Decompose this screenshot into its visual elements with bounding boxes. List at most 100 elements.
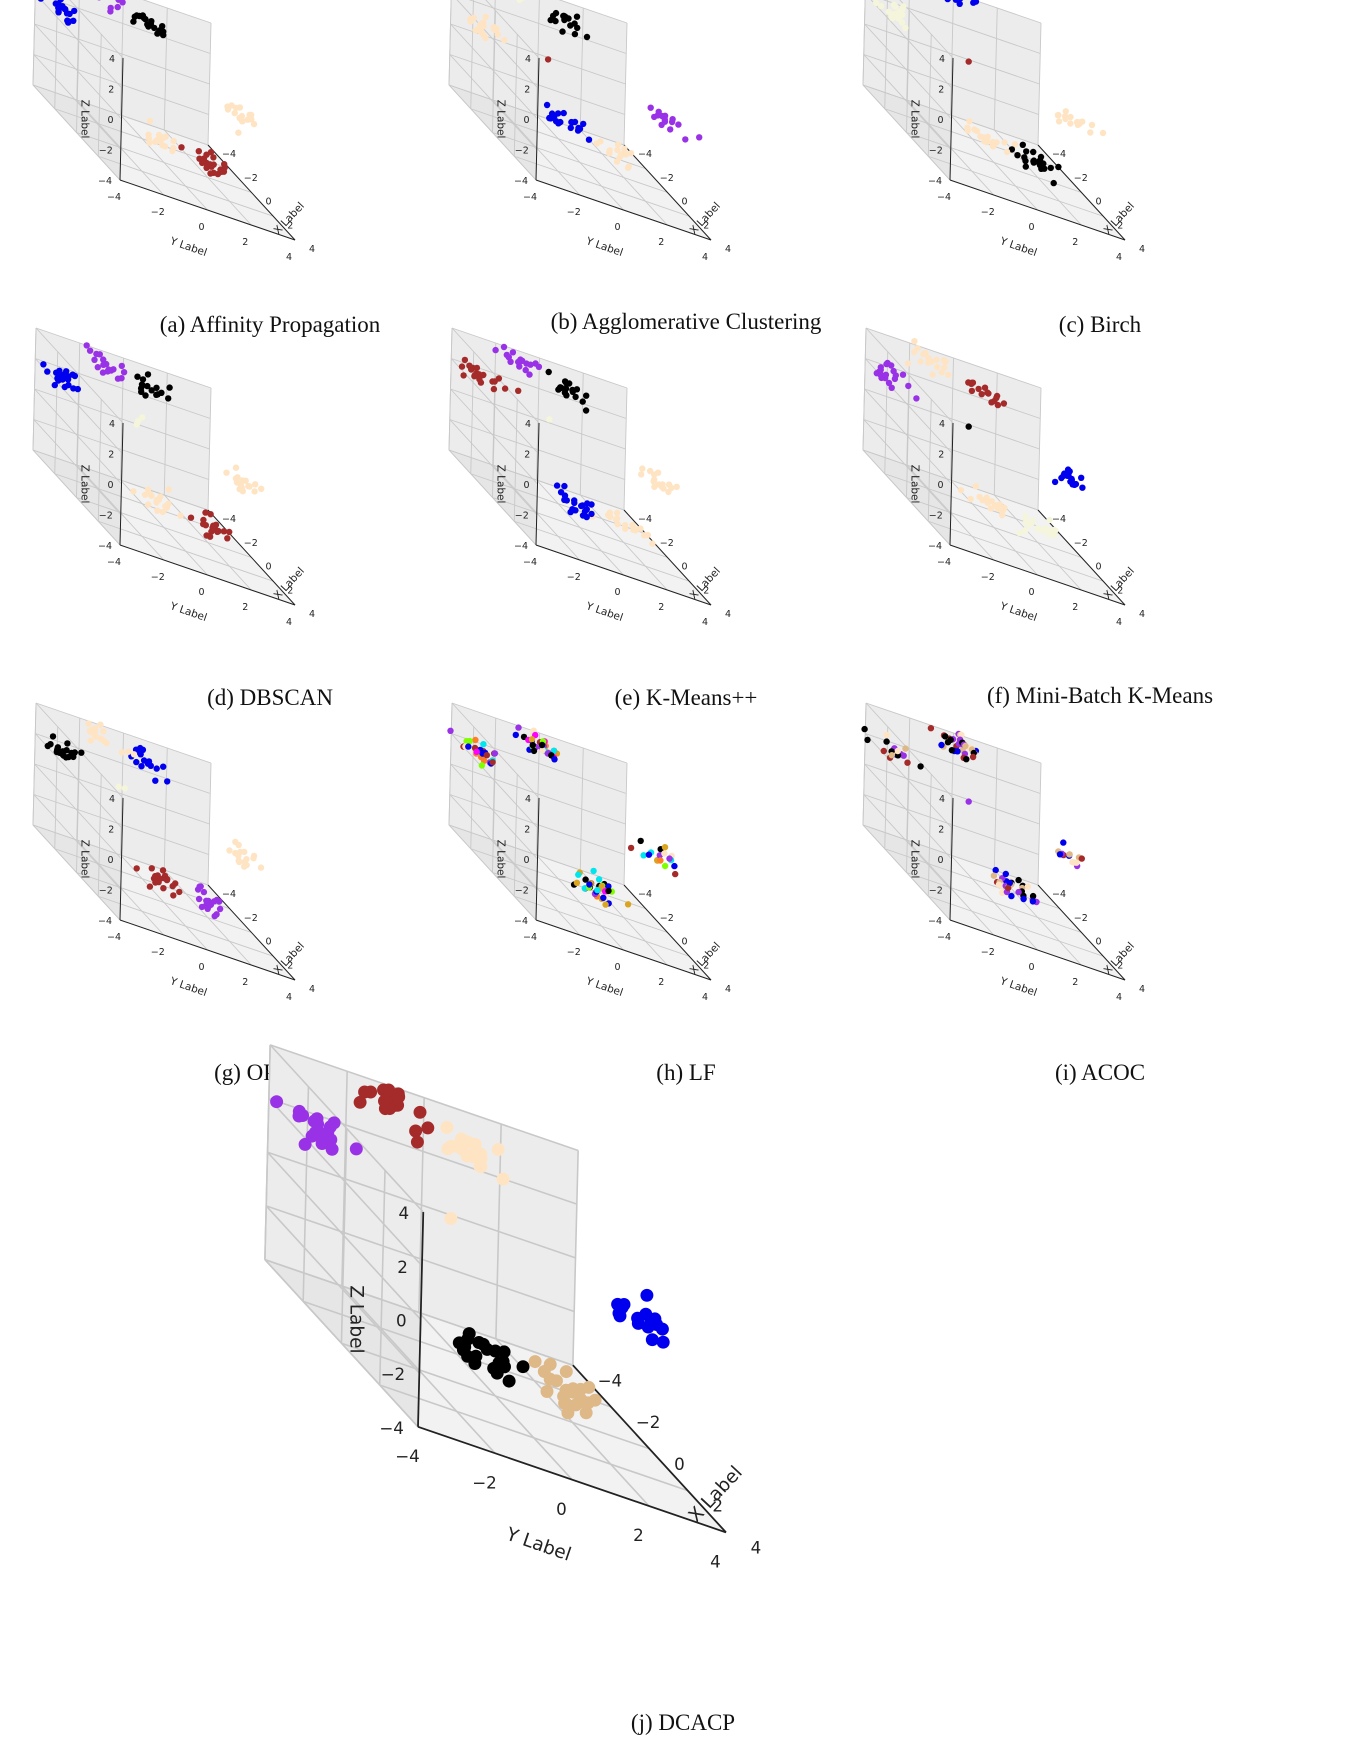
data-point (178, 144, 185, 151)
grid-line (34, 23, 210, 85)
data-point (613, 516, 620, 523)
x-tick-label: 0 (1096, 562, 1102, 573)
x-tick-label: 4 (725, 984, 731, 995)
caption-j: (j) DCACP (630, 1710, 736, 1735)
z-tick-label: −2 (99, 511, 113, 522)
subplot-f: −4 −4 −4 −2 −2 −2 0 0 0 2 2 2 4 4 4 Y Label X Label Z Lab… (862, 327, 1300, 720)
y-axis-label: Y Label (998, 975, 1039, 999)
data-point (61, 383, 68, 391)
subplot-g: −4 −4 −4 −2 −2 −2 0 0 0 2 2 2 4 4 4 Y Label X Label Z Lab… (32, 702, 470, 1095)
data-point (187, 514, 195, 521)
data-point (1022, 527, 1029, 534)
data-point (1001, 139, 1008, 146)
data-point (235, 129, 242, 136)
data-point (638, 471, 645, 478)
data-point (673, 483, 680, 490)
z-tick-label: −4 (928, 176, 942, 187)
y-tick-label: −4 (937, 932, 951, 943)
data-point (933, 363, 941, 371)
data-point (213, 911, 220, 918)
data-point (440, 1120, 454, 1134)
z-tick-label: −4 (98, 176, 112, 187)
grid-line (1037, 762, 1042, 886)
data-point (134, 417, 142, 425)
grid-line (865, 702, 954, 799)
x-axis-label: X Label (685, 1462, 747, 1526)
data-point (494, 31, 501, 38)
data-point (100, 356, 107, 363)
subplot-d: −4 −4 −4 −2 −2 −2 0 0 0 2 2 2 4 4 4 Y Label X Label Z Lab… (32, 327, 470, 720)
y-tick-label: −2 (981, 947, 995, 958)
data-point (1067, 113, 1074, 121)
data-point (682, 136, 689, 143)
data-point (861, 725, 868, 733)
grid-line (378, 1170, 386, 1386)
z-axis-line (949, 422, 954, 546)
data-point (165, 486, 172, 493)
grid-line (468, 0, 627, 54)
y-axis-label: Y Label (168, 600, 209, 624)
y-axis-label: Y Label (998, 600, 1039, 624)
data-point (607, 513, 614, 521)
data-point (582, 876, 589, 883)
data-point (1073, 859, 1080, 866)
data-point (913, 395, 920, 402)
data-point (252, 481, 259, 488)
subplot-b: −4 −4 −4 −2 −2 −2 0 0 0 2 2 2 4 4 4 Y Label X Label Z Lab… (448, 0, 886, 345)
data-point (467, 15, 474, 23)
data-point (214, 528, 221, 535)
data-point (567, 508, 574, 516)
grid-line (927, 399, 932, 522)
data-point (885, 8, 892, 15)
data-point (516, 1360, 530, 1374)
data-point (888, 384, 895, 391)
data-point (938, 741, 945, 749)
data-point (614, 146, 621, 154)
y-tick-label: 2 (1072, 977, 1078, 988)
data-point (1045, 531, 1052, 538)
y-tick-label: −4 (523, 557, 537, 568)
grid-line (993, 494, 1082, 591)
y-tick-label: 2 (242, 977, 248, 988)
z-tick-label: 4 (525, 794, 531, 805)
data-point (864, 736, 871, 744)
x-tick-label: 2 (287, 585, 293, 596)
y-tick-label: 4 (1116, 252, 1122, 263)
data-point (938, 369, 945, 376)
data-point (152, 872, 159, 880)
data-point (145, 501, 152, 508)
data-point (967, 495, 974, 503)
y-tick-label: 0 (614, 962, 620, 973)
y-tick-label: 0 (1028, 962, 1034, 973)
data-point (904, 360, 912, 367)
caption-h: (h) LF (656, 1060, 716, 1085)
data-point (148, 865, 155, 872)
data-point (958, 731, 965, 738)
z-axis-label: Z Label (79, 100, 91, 139)
data-point (590, 867, 597, 875)
data-point (1058, 474, 1065, 482)
y-tick-label: 2 (242, 237, 248, 248)
data-point (1034, 526, 1041, 533)
y-tick-label: 4 (286, 617, 292, 628)
grid-line (972, 0, 1042, 24)
data-point (651, 471, 658, 478)
data-point (107, 4, 114, 12)
grid-line (418, 1311, 573, 1481)
data-point (516, 363, 523, 370)
x-axis-line (572, 1364, 727, 1533)
grid-line (950, 479, 1038, 576)
data-point (1006, 879, 1013, 887)
y-tick-label: 2 (242, 602, 248, 613)
data-point (91, 356, 98, 363)
data-point (477, 28, 484, 35)
z-tick-label: 4 (939, 794, 945, 805)
data-point (114, 3, 121, 11)
data-point (491, 378, 498, 385)
data-point (672, 870, 679, 878)
y-tick-label: 0 (198, 962, 204, 973)
grid-line (268, 1098, 423, 1267)
subplot-j: −4 −4 −4 −2 −2 −2 0 0 0 2 2 2 4 4 4 Y Label X Label Z Lab… (264, 1044, 1036, 1751)
